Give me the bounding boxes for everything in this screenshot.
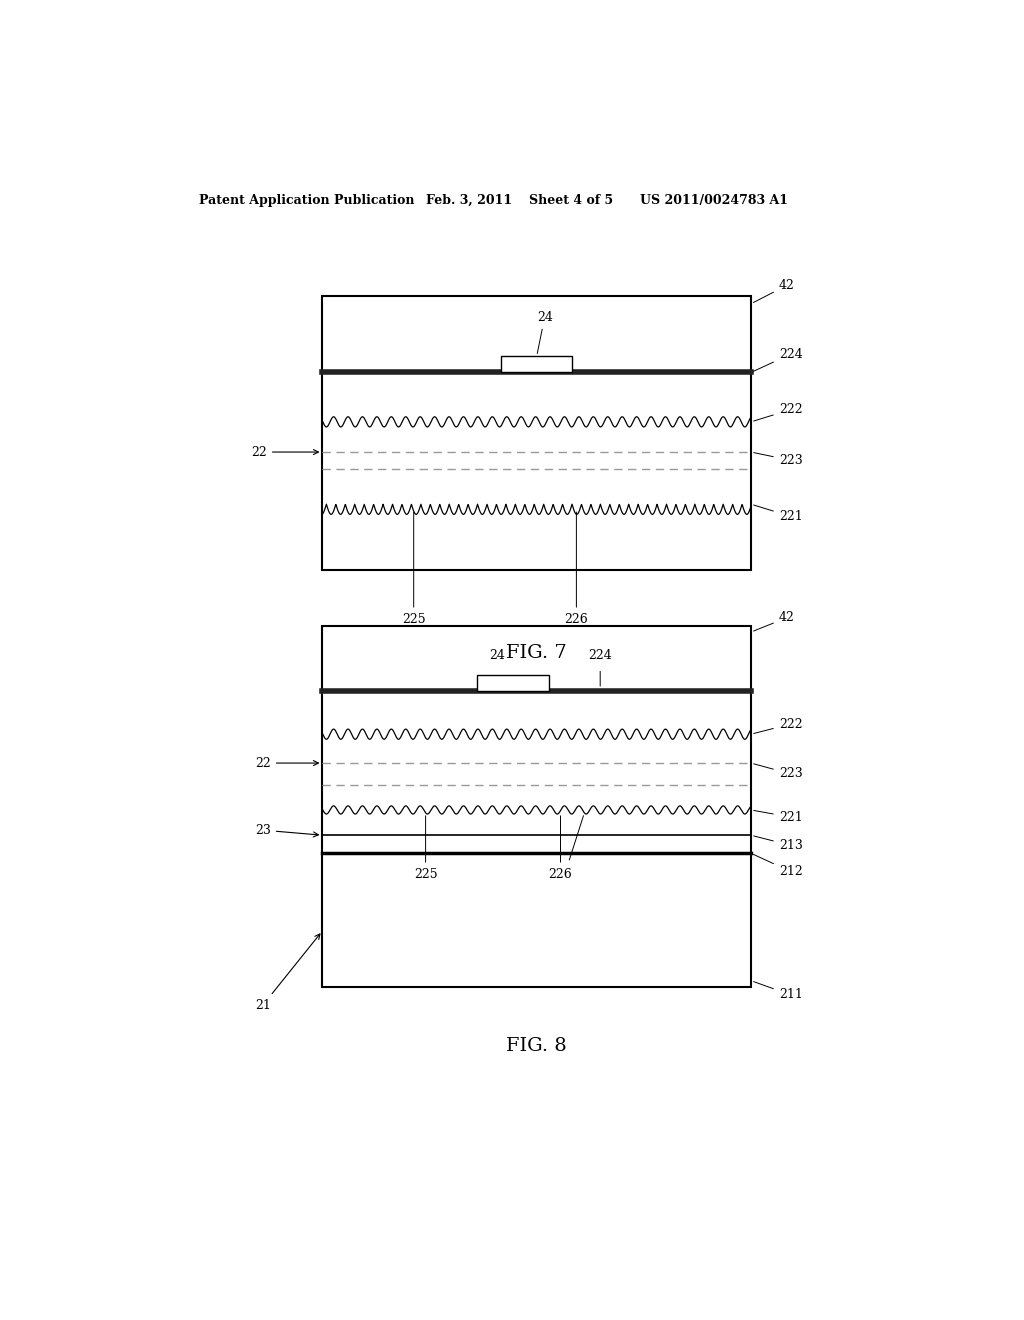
Text: 22: 22 bbox=[255, 756, 318, 770]
Text: 223: 223 bbox=[754, 764, 803, 780]
Bar bbox=[323, 626, 751, 987]
Text: 24: 24 bbox=[489, 649, 505, 663]
Text: 42: 42 bbox=[754, 611, 795, 631]
Text: 221: 221 bbox=[754, 506, 803, 523]
Text: 23: 23 bbox=[255, 824, 318, 837]
Bar bbox=[477, 675, 549, 690]
Text: 221: 221 bbox=[754, 810, 803, 824]
Text: 222: 222 bbox=[754, 403, 803, 421]
Text: Patent Application Publication: Patent Application Publication bbox=[200, 194, 415, 207]
Text: 224: 224 bbox=[754, 347, 803, 371]
Text: 21: 21 bbox=[255, 935, 319, 1011]
Text: Feb. 3, 2011: Feb. 3, 2011 bbox=[426, 194, 512, 207]
Text: 211: 211 bbox=[754, 982, 803, 1002]
Text: FIG. 7: FIG. 7 bbox=[506, 644, 567, 663]
Text: 22: 22 bbox=[251, 446, 318, 458]
Bar bbox=[501, 356, 572, 372]
Text: FIG. 8: FIG. 8 bbox=[506, 1036, 567, 1055]
Text: 225: 225 bbox=[414, 816, 437, 880]
Text: 24: 24 bbox=[537, 310, 553, 354]
Text: 225: 225 bbox=[401, 512, 426, 626]
Text: 226: 226 bbox=[564, 512, 588, 626]
Text: Sheet 4 of 5: Sheet 4 of 5 bbox=[528, 194, 613, 207]
Text: 223: 223 bbox=[754, 453, 803, 467]
Bar bbox=[323, 296, 751, 570]
Text: 224: 224 bbox=[588, 649, 612, 663]
Text: 42: 42 bbox=[754, 279, 795, 302]
Text: 226: 226 bbox=[549, 816, 572, 880]
Text: 222: 222 bbox=[754, 718, 803, 734]
Text: 212: 212 bbox=[754, 854, 803, 878]
Text: 213: 213 bbox=[754, 836, 803, 851]
Text: US 2011/0024783 A1: US 2011/0024783 A1 bbox=[640, 194, 787, 207]
